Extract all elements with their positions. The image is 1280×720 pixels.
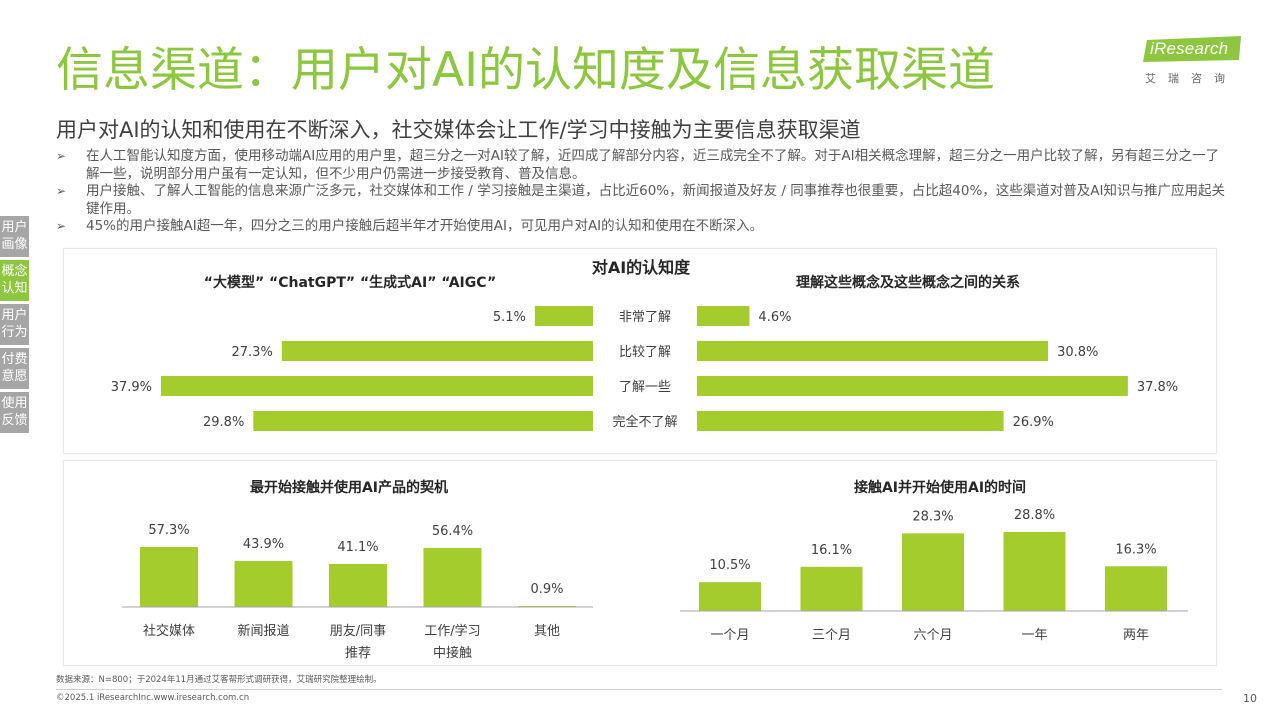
side-nav-item-behavior[interactable]: 用户行为 <box>0 304 29 345</box>
logo-badge <box>1143 36 1241 62</box>
side-nav-item-concept[interactable]: 概念认知 <box>0 260 29 301</box>
data-label: 16.1% <box>811 543 852 558</box>
category-label: 六个月 <box>913 628 952 643</box>
data-label: 37.8% <box>1137 380 1178 395</box>
bar-left <box>534 306 593 326</box>
category-label: 推荐 <box>345 646 371 661</box>
side-nav-item-payment[interactable]: 付费意愿 <box>0 348 29 389</box>
bar-right <box>697 411 1004 431</box>
data-label: 4.6% <box>758 310 791 325</box>
category-label: 非常了解 <box>619 310 671 325</box>
data-label: 30.8% <box>1057 345 1098 360</box>
bar-right <box>697 341 1049 361</box>
arrow-bullet-icon: ➢ <box>56 149 67 163</box>
iresearch-logo: iResearch 艾瑞咨询 <box>1143 36 1247 86</box>
side-nav-item-user-profile[interactable]: 用户画像 <box>0 216 29 257</box>
category-label: 新闻报道 <box>237 623 289 639</box>
bar <box>902 533 964 611</box>
bullet-text: 用户接触、了解人工智能的信息来源广泛多元，社交媒体和工作 / 学习接触是主渠道，… <box>86 183 1225 217</box>
category-label: 两年 <box>1123 628 1149 643</box>
data-label: 28.3% <box>912 509 953 524</box>
bar <box>800 566 863 611</box>
bar <box>1105 566 1167 611</box>
bar-left <box>253 411 593 431</box>
bar <box>423 547 482 607</box>
data-label: 56.4% <box>432 524 473 539</box>
data-label: 10.5% <box>709 558 750 573</box>
bar-right <box>697 306 750 326</box>
right-subtitle: 理解这些概念及这些概念之间的关系 <box>796 274 1020 291</box>
side-nav-label: 使用反馈 <box>1 396 28 428</box>
arrow-bullet-icon: ➢ <box>56 184 67 198</box>
data-label: 27.3% <box>232 345 273 360</box>
data-label: 26.9% <box>1013 415 1054 430</box>
side-nav: 用户画像 概念认知 用户行为 付费意愿 使用反馈 <box>0 216 29 436</box>
side-nav-label: 用户行为 <box>1 308 28 340</box>
category-label: 比较了解 <box>619 345 671 360</box>
logo-subtitle: 艾瑞咨询 <box>1145 72 1237 85</box>
data-label: 5.1% <box>493 310 526 325</box>
side-nav-item-feedback[interactable]: 使用反馈 <box>0 392 29 433</box>
bar-right <box>697 376 1128 396</box>
bar <box>234 561 293 607</box>
bar-left <box>161 376 593 396</box>
data-label: 28.8% <box>1014 508 1055 523</box>
data-label: 43.9% <box>243 537 284 552</box>
side-nav-label: 付费意愿 <box>1 352 28 384</box>
data-label: 29.8% <box>203 415 244 430</box>
footer-divider <box>56 689 1222 690</box>
awareness-panel: 对AI的认知度 “大模型” “ChatGPT” “生成式AI” “AIGC” 理解这… <box>63 248 1217 454</box>
bullet-text: 在人工智能认知度方面，使用移动端AI应用的用户里，超三分之一对AI较了解，近四成… <box>86 148 1220 182</box>
category-label: 完全不了解 <box>612 414 677 430</box>
bullet-item: ➢ 在人工智能认知度方面，使用移动端AI应用的用户里，超三分之一对AI较了解，近… <box>56 148 1226 183</box>
category-label: 一个月 <box>710 628 749 643</box>
data-label: 57.3% <box>148 523 189 538</box>
category-label: 一年 <box>1021 628 1047 643</box>
chart-title: 最开始接触并使用AI产品的契机 <box>250 479 448 496</box>
data-label: 37.9% <box>111 380 152 395</box>
logo-name: iResearch <box>1150 39 1229 58</box>
page-title: 信息渠道：用户对AI的认知度及信息获取渠道 <box>56 43 996 98</box>
bullet-item: ➢ 用户接触、了解人工智能的信息来源广泛多元，社交媒体和工作 / 学习接触是主渠… <box>56 183 1226 218</box>
side-nav-label: 概念认知 <box>1 264 28 296</box>
awareness-chart: 对AI的认知度 “大模型” “ChatGPT” “生成式AI” “AIGC” 理解这… <box>111 258 1178 431</box>
data-source-note: 数据来源：N=800；于2024年11月通过艾客帮形式调研获得，艾瑞研究院整理绘… <box>56 675 382 685</box>
chart-title: 对AI的认知度 <box>592 258 691 277</box>
data-label: 41.1% <box>337 540 378 555</box>
chart-title: 接触AI并开始使用AI的时间 <box>854 479 1026 496</box>
bar-left <box>281 341 593 361</box>
category-label: 朋友/同事 <box>330 623 386 639</box>
copyright: ©2025.1 iResearchInc.www.iresearch.com.c… <box>56 693 250 703</box>
bar <box>329 563 387 607</box>
bottom-charts: 最开始接触并使用AI产品的契机 57.3% 社交媒体 43.9% 新闻报道 41.1% 朋友… <box>122 479 1188 661</box>
left-subtitle: “大模型” “ChatGPT” “生成式AI” “AIGC” <box>204 274 496 291</box>
bar <box>1003 532 1066 611</box>
page-number: 10 <box>1243 692 1257 705</box>
bar <box>140 547 198 607</box>
arrow-bullet-icon: ➢ <box>56 219 67 233</box>
category-label: 了解一些 <box>619 380 671 395</box>
summary-bullets: ➢ 在人工智能认知度方面，使用移动端AI应用的用户里，超三分之一对AI较了解，近… <box>56 148 1226 236</box>
category-label: 工作/学习 <box>424 623 480 639</box>
data-label: 0.9% <box>530 582 563 597</box>
data-label: 16.3% <box>1115 542 1156 557</box>
category-label: 中接触 <box>433 645 472 661</box>
category-label: 社交媒体 <box>143 623 195 639</box>
bullet-item: ➢ 45%的用户接触AI超一年，四分之三的用户接触后超半年才开始使用AI，可见用… <box>56 218 1226 236</box>
side-nav-label: 用户画像 <box>1 220 28 252</box>
category-label: 三个月 <box>812 628 851 643</box>
bar <box>699 582 761 611</box>
category-label: 其他 <box>534 624 560 639</box>
bullet-text: 45%的用户接触AI超一年，四分之三的用户接触后超半年才开始使用AI，可见用户对… <box>86 218 764 234</box>
channels-panel: 最开始接触并使用AI产品的契机 57.3% 社交媒体 43.9% 新闻报道 41.1% 朋友… <box>63 460 1217 666</box>
section-subtitle: 用户对AI的认知和使用在不断深入，社交媒体会让工作/学习中接触为主要信息获取渠道 <box>56 118 861 142</box>
